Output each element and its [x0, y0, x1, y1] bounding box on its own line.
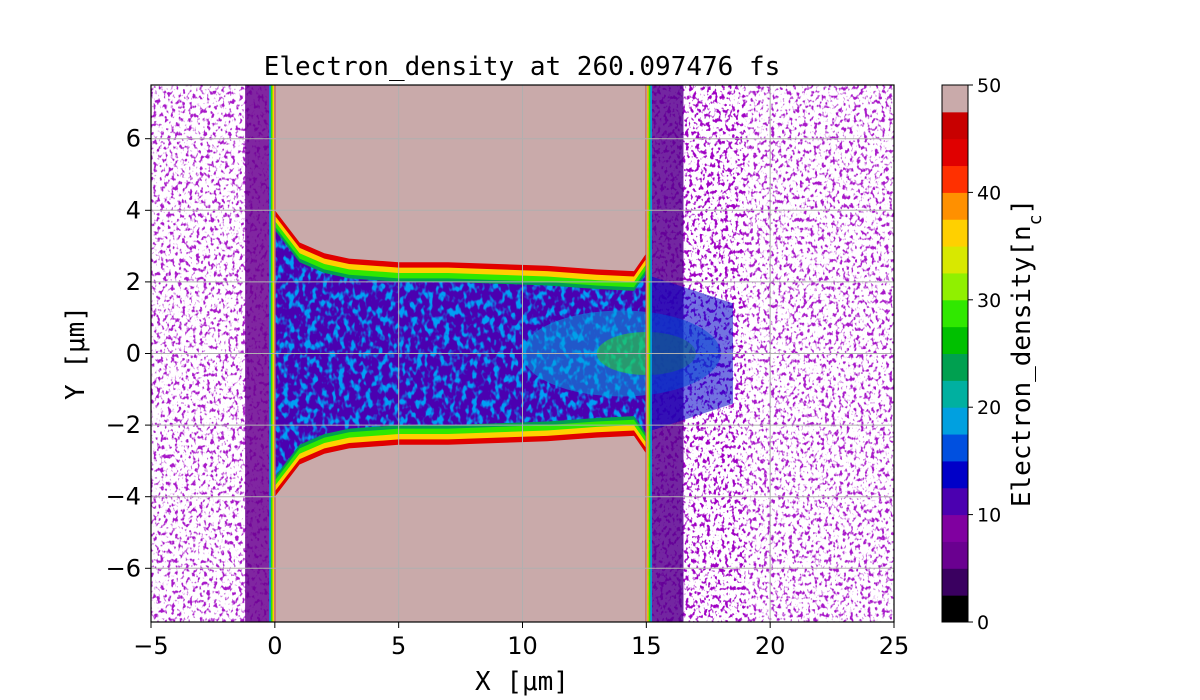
y-tick-label: 2: [126, 268, 141, 296]
y-tick-label: 4: [126, 196, 141, 224]
x-tick-label: 25: [879, 632, 910, 660]
grid-layer: [151, 85, 894, 622]
colorbar-label-close: ]: [1007, 199, 1037, 215]
colorbar-band: [942, 407, 968, 435]
colorbar-band: [942, 219, 968, 247]
colorbar-band: [942, 514, 968, 542]
x-tick-label: 15: [631, 632, 662, 660]
colorbar-band: [942, 138, 968, 167]
colorbar-band: [942, 192, 968, 220]
y-tick-label: 6: [126, 125, 141, 153]
colorbar-label-sub: c: [1025, 215, 1046, 226]
colorbar-ticks: 0 10 20 30 40 50: [968, 75, 1001, 634]
colorbar-band: [942, 326, 968, 354]
x-tick-label: 20: [755, 632, 786, 660]
x-tick-label: 5: [391, 632, 406, 660]
colorbar-band: [942, 595, 968, 623]
colorbar-band: [942, 165, 968, 193]
colorbar-band: [942, 487, 968, 516]
colorbar: 0 10 20 30 40 50 Electron_density[nc]: [941, 75, 1046, 634]
target-lower: [274, 435, 647, 622]
plot-area: −5 0 5 10 15 20 25 −6 −4 −2 0 2 4 6: [106, 84, 909, 660]
colorbar-band: [942, 568, 968, 596]
colorbar-band: [942, 85, 968, 113]
colorbar-band: [942, 111, 968, 140]
colorbar-label: Electron_density[nc]: [1007, 199, 1046, 507]
colorbar-band: [942, 272, 968, 301]
colorbar-tick-label: 0: [977, 612, 989, 634]
chart-title: Electron_density at 260.097476 fs: [264, 52, 781, 82]
colorbar-tick-label: 30: [977, 290, 1001, 312]
x-tick-label: 0: [267, 632, 282, 660]
x-axis-label: X [μm]: [475, 667, 569, 697]
colorbar-band: [942, 541, 968, 569]
colorbar-tick-label: 20: [977, 397, 1001, 419]
y-axis-ticks: −6 −4 −2 0 2 4 6: [106, 125, 151, 582]
colorbar-band: [942, 246, 968, 274]
colorbar-band: [942, 353, 968, 381]
y-tick-label: 0: [126, 340, 141, 368]
colorbar-tick-label: 40: [977, 182, 1001, 204]
x-tick-label: 10: [507, 632, 538, 660]
colorbar-band: [942, 299, 968, 328]
x-axis-ticks: −5 0 5 10 15 20 25: [133, 622, 909, 660]
colorbar-frame: [941, 84, 969, 623]
colorbar-tick-label: 50: [977, 75, 1001, 97]
y-axis-label: Y [μm]: [61, 306, 91, 400]
colorbar-band: [942, 434, 968, 462]
colorbar-band: [942, 380, 968, 408]
colorbar-band: [942, 460, 968, 489]
y-tick-label: −2: [106, 411, 141, 439]
x-tick-label: −5: [133, 632, 168, 660]
target-upper: [274, 85, 647, 272]
y-tick-label: −4: [106, 483, 141, 511]
y-tick-label: −6: [106, 554, 141, 582]
colorbar-label-main: Electron_density[n: [1007, 225, 1037, 507]
colorbar-bands: [942, 85, 968, 623]
colorbar-tick-label: 10: [977, 505, 1001, 527]
